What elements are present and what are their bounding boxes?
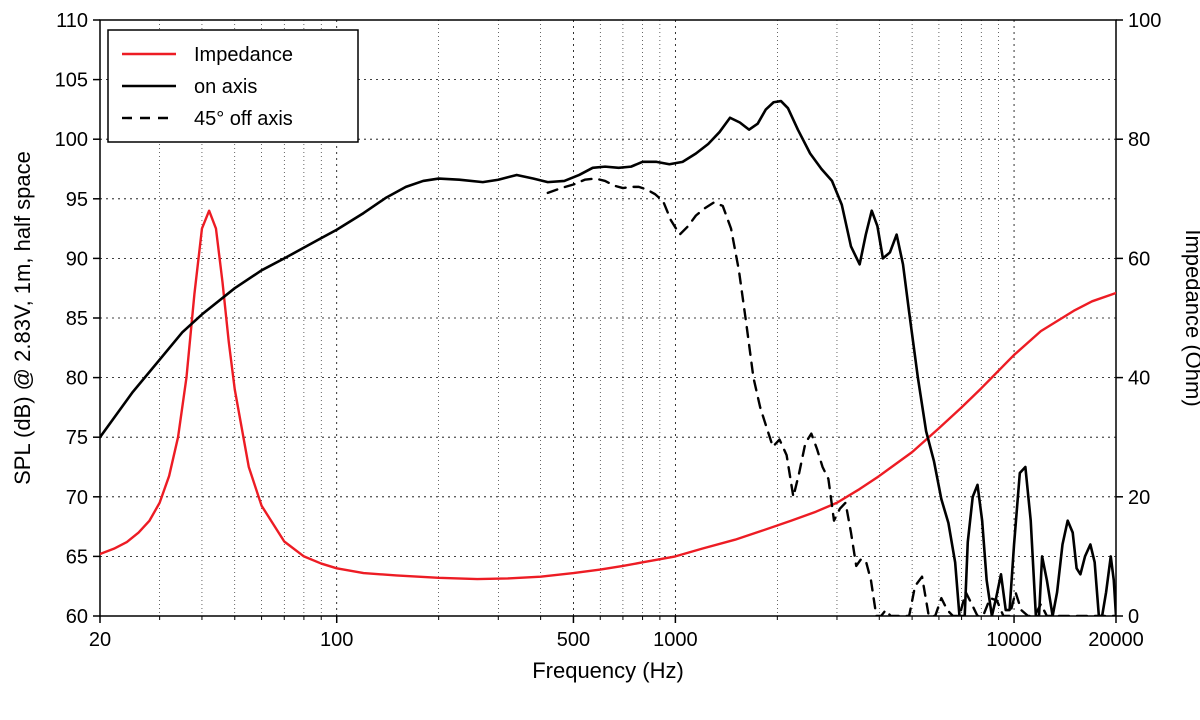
y-left-tick-label: 80: [66, 368, 88, 390]
y-left-tick-label: 65: [66, 546, 88, 568]
series-on_axis: [100, 101, 1116, 616]
x-axis-label: Frequency (Hz): [532, 658, 684, 683]
y-right-tick-label: 80: [1128, 129, 1150, 151]
x-tick-label: 10000: [986, 629, 1042, 651]
y-left-tick-label: 75: [66, 427, 88, 449]
legend-label: Impedance: [194, 44, 293, 66]
series-off_axis_45: [548, 179, 1116, 616]
x-tick-label: 100: [320, 629, 353, 651]
y-left-axis-label: SPL (dB) @ 2.83V, 1m, half space: [10, 151, 35, 485]
x-tick-label: 1000: [653, 629, 698, 651]
y-left-tick-label: 70: [66, 487, 88, 509]
y-left-tick-label: 110: [56, 10, 88, 32]
y-left-tick-label: 60: [66, 606, 88, 628]
y-left-tick-label: 100: [55, 129, 88, 151]
y-left-tick-label: 90: [66, 248, 88, 270]
y-right-tick-label: 40: [1128, 368, 1150, 390]
series-impedance: [100, 211, 1116, 579]
y-right-tick-label: 20: [1128, 487, 1150, 509]
legend: Impedance on axis 45° off axis: [108, 30, 358, 142]
frequency-response-chart: 2010050010001000020000606570758085909510…: [0, 0, 1200, 720]
y-left-tick-label: 85: [66, 308, 88, 330]
series-group: [100, 101, 1116, 616]
y-right-tick-label: 60: [1128, 248, 1150, 270]
y-right-axis-label: Impedance (Ohm): [1181, 229, 1200, 406]
x-tick-label: 20: [89, 629, 111, 651]
y-right-tick-label: 0: [1128, 606, 1139, 628]
y-right-tick-label: 100: [1128, 10, 1161, 32]
y-left-tick-label: 105: [55, 70, 88, 92]
legend-label: 45° off axis: [194, 108, 293, 130]
y-left-tick-label: 95: [66, 189, 88, 211]
x-tick-label: 500: [557, 629, 590, 651]
x-tick-label: 20000: [1088, 629, 1144, 651]
legend-label: on axis: [194, 76, 257, 98]
